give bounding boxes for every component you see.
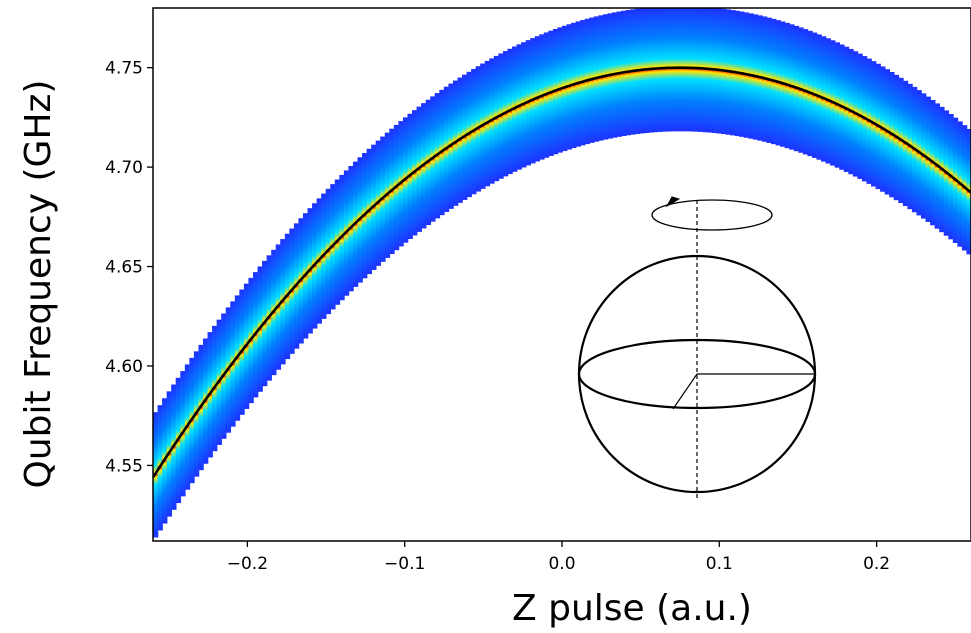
- y-tick-label: 4.75: [105, 59, 143, 79]
- heatmap-strip: [661, 8, 668, 132]
- y-tick-label: 4.55: [105, 456, 143, 476]
- y-axis-label: Qubit Frequency (GHz): [18, 80, 59, 489]
- heatmap-strip: [671, 8, 677, 132]
- heatmap-strip: [693, 8, 700, 132]
- x-axis-label: Z pulse (a.u.): [512, 588, 752, 629]
- x-tick-label: 0.1: [706, 554, 733, 574]
- x-tick-label: 0.2: [863, 554, 890, 574]
- fit-curve: [153, 66, 971, 479]
- x-axis: −0.2 −0.1 0.0 0.1 0.2: [227, 541, 890, 574]
- y-tick-label: 4.65: [105, 258, 143, 278]
- precession-loop: [651, 199, 773, 231]
- precession-arrow-icon: [665, 196, 681, 208]
- y-tick-label: 4.70: [105, 158, 143, 178]
- y-axis: 4.55 4.60 4.65 4.70 4.75: [105, 59, 153, 476]
- heatmap-strip: [702, 8, 709, 133]
- x-tick-label: −0.2: [227, 554, 268, 574]
- heatmap-strip: [657, 8, 663, 132]
- heatmap-strip: [666, 8, 672, 132]
- heatmap-strip: [698, 8, 704, 132]
- heatmap-strip: [675, 8, 681, 132]
- heatmap-strip: [652, 8, 659, 133]
- bloch-y-axis: [672, 373, 698, 410]
- heatmap-strip: [684, 8, 691, 132]
- heatmap-strip: [680, 8, 686, 132]
- plot-area: [153, 8, 971, 538]
- y-tick-label: 4.60: [105, 357, 143, 377]
- x-tick-label: −0.1: [384, 554, 425, 574]
- x-tick-label: 0.0: [548, 554, 575, 574]
- bloch-sphere-icon: [577, 196, 817, 500]
- heatmap-strip: [648, 8, 654, 133]
- heatmap-strip: [689, 8, 695, 132]
- heatmap-band: [153, 8, 971, 538]
